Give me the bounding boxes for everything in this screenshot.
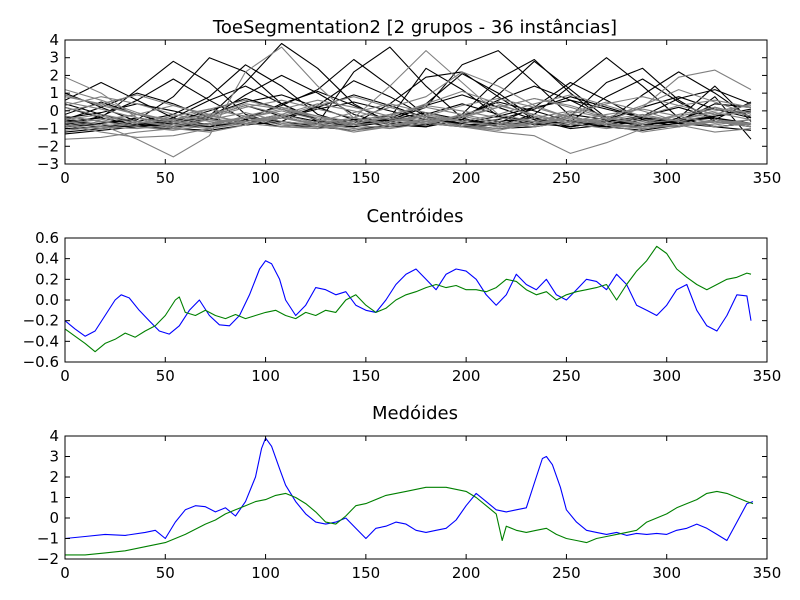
plot-instances-ytick-label: 0 [49,102,59,120]
plot-centroids-frame [64,237,768,363]
plot-centroids-ytick-label: 0.4 [35,250,59,268]
plot-instances-xtick-label: 0 [60,169,70,187]
plot-instances-xtick-label: 100 [251,169,280,187]
plot-instances-series-line-35 [65,117,752,130]
plot-medoids-ytick-label: 3 [49,448,59,466]
plot-instances-series-line-21 [65,117,752,154]
plot-medoids-ytick-label: 2 [49,468,59,486]
plot-instances-ytick-label: 3 [49,49,59,67]
plot-centroids-xtick-label: 200 [452,367,481,385]
plot-medoids-lines [65,437,754,556]
plot-centroids-xtick-label: 350 [753,367,782,385]
plot-centroids-ytick-label: −0.6 [23,353,59,371]
plot-instances-xtick-label: 300 [652,169,681,187]
plot-instances-ytick-label: −3 [37,155,59,173]
plot-centroids-xtick-label: 0 [60,367,70,385]
plot-instances-series-line-33 [65,106,752,130]
plot-medoids-series-line-2 [65,486,754,556]
plot-medoids-ytick-label: 1 [49,489,59,507]
plot-instances-series-line-31 [65,117,752,131]
plot-medoids-ytick-label: −1 [37,530,59,548]
plot-instances-ytick-label: −1 [37,120,59,138]
plot-centroids-ytick-label: 0.0 [35,291,59,309]
plot-medoids-ytick-label: 4 [49,427,59,445]
plot-medoids-ytick-label: −2 [37,550,59,568]
plot-instances-ytick-label: 1 [49,84,59,102]
plot-medoids-series-line-1 [65,437,754,542]
plot-instances-lines [65,42,752,158]
plot-centroids-series-line-1 [65,260,752,337]
plot-instances-frame [64,39,768,165]
plot-instances-xtick-label: 350 [753,169,782,187]
plot-instances-series-line-29 [65,104,752,131]
plot-medoids-xtick-label: 100 [251,564,280,582]
plot-centroids-xtick-label: 300 [652,367,681,385]
plot-instances-series-line-34 [65,96,752,123]
plot-instances-xtick-label: 150 [352,169,381,187]
plot-centroids-xtick-label: 100 [251,367,280,385]
plot-centroids-series-line-2 [65,245,752,353]
plot-instances-series-line-32 [65,94,752,123]
plot-instances-ytick-label: −2 [37,137,59,155]
plot-instances-title: ToeSegmentation2 [2 grupos - 36 instânci… [212,17,617,38]
plot-instances-ytick-label: 2 [49,66,59,84]
plot-instances-series-line-5 [65,46,752,128]
plot-instances-xtick-label: 50 [156,169,175,187]
plot-instances-series-line-1 [65,60,752,130]
plot-instances: ToeSegmentation2 [2 grupos - 36 instânci… [37,17,781,187]
plot-centroids-xtick-label: 150 [352,367,381,385]
plot-medoids-title: Medóides [372,403,458,424]
plot-medoids-ytick-label: 0 [49,509,59,527]
plot-centroids-ytick-label: −0.2 [23,312,59,330]
plot-instances-xtick-label: 200 [452,169,481,187]
plot-medoids-xtick-label: 300 [652,564,681,582]
plot-medoids-xtick-label: 150 [352,564,381,582]
plot-medoids-xtick-label: 200 [452,564,481,582]
plot-centroids-title: Centróides [366,206,463,227]
plot-centroids-ytick-label: −0.4 [23,332,59,350]
plot-instances-xtick-label: 250 [552,169,581,187]
plot-instances-series-line-36 [65,94,752,123]
plot-centroids-lines [65,245,752,353]
plot-centroids-xtick-label: 50 [156,367,175,385]
plot-medoids-xtick-label: 50 [156,564,175,582]
plot-medoids-xtick-label: 250 [552,564,581,582]
plot-centroids: Centróides 0 50 100 150 200 250 300 350 −0.6 −0.4… [23,206,782,385]
plot-centroids-ytick-label: 0.6 [35,229,59,247]
plot-medoids-xtick-label: 0 [60,564,70,582]
plot-centroids-ytick-label: 0.2 [35,270,59,288]
plot-instances-ytick-label: 4 [49,31,59,49]
plot-medoids-xtick-label: 350 [753,564,782,582]
plot-instances-series-line-18 [65,99,752,124]
plot-centroids-xtick-label: 250 [552,367,581,385]
plot-instances-series-line-30 [65,97,752,124]
